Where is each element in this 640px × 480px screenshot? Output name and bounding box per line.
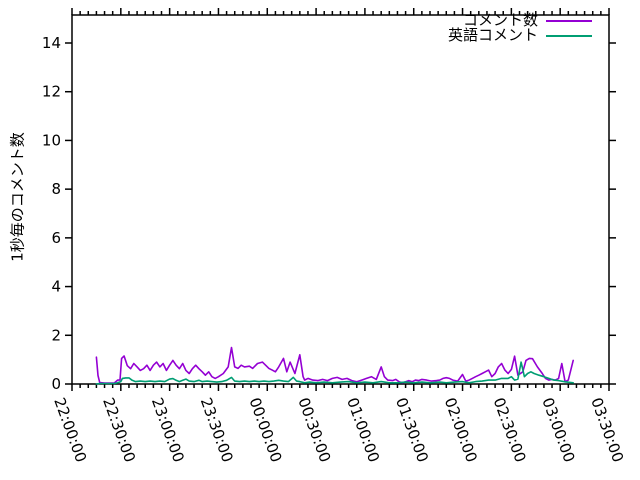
series-line-1 <box>95 361 575 385</box>
x-tick-label: 00:30:00 <box>294 395 334 464</box>
x-tick-label: 03:00:00 <box>538 395 578 464</box>
y-tick-label: 8 <box>51 180 61 198</box>
x-tick-label: 22:00:00 <box>50 395 90 464</box>
plot-border <box>71 14 610 385</box>
legend-label-comments: コメント数 <box>462 11 538 29</box>
x-tick-label: 23:00:00 <box>148 395 188 464</box>
legend-item-comments: コメント数 <box>463 13 592 28</box>
x-tick-label: 01:30:00 <box>392 395 432 464</box>
y-axis-label: 1秒毎のコメント数 <box>8 132 27 262</box>
x-tick-label: 01:00:00 <box>343 395 383 464</box>
series-line-0 <box>95 346 575 384</box>
x-tick-label: 22:30:00 <box>99 395 139 464</box>
x-tick-label: 00:00:00 <box>246 395 286 464</box>
x-tick-label: 02:30:00 <box>490 395 530 464</box>
y-tick-label: 0 <box>51 375 61 393</box>
y-tick-label: 10 <box>42 131 61 149</box>
x-tick-label: 03:30:00 <box>587 395 627 464</box>
y-tick-label: 14 <box>42 34 61 52</box>
legend-item-english-comments: 英語コメント <box>448 28 592 43</box>
y-tick-label: 2 <box>51 326 61 344</box>
legend: コメント数 英語コメント <box>0 13 592 43</box>
legend-line-sample-english-comments <box>546 34 592 37</box>
y-tick-label: 4 <box>51 278 61 296</box>
x-tick-label: 02:00:00 <box>441 395 481 464</box>
y-tick-label: 12 <box>42 83 61 101</box>
y-tick-label: 6 <box>51 229 61 247</box>
legend-line-sample-comments <box>546 19 592 22</box>
legend-label-english-comments: 英語コメント <box>447 26 538 44</box>
x-tick-label: 23:30:00 <box>197 395 237 464</box>
